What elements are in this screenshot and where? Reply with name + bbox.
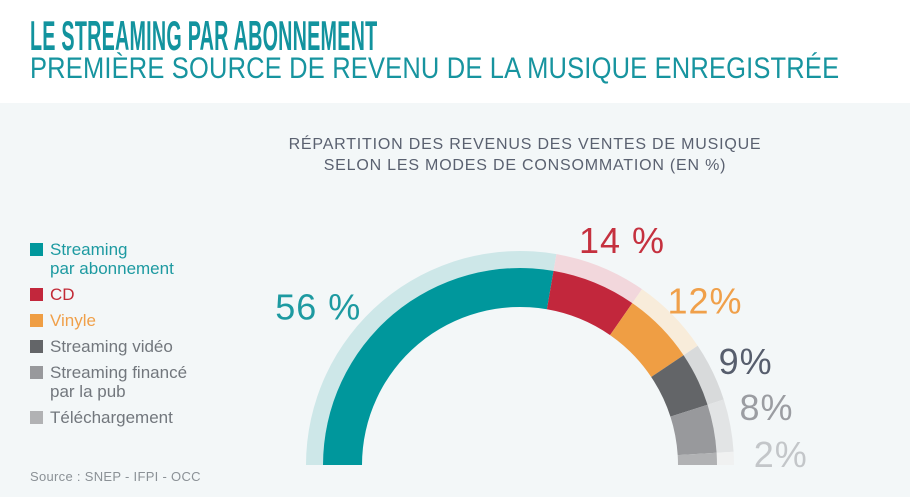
legend-label-line: par abonnement [50, 259, 174, 278]
legend-label-vinyle: Vinyle [50, 311, 96, 330]
chart-legend: Streaming par abonnement CD Vinyle Streaming… [30, 240, 187, 427]
legend-swatch-streaming-video [30, 340, 43, 353]
header: LE STREAMING PAR ABONNEMENT PREMIÈRE SOU… [0, 0, 910, 103]
legend-label-streaming-abonnement: Streaming par abonnement [50, 240, 174, 278]
legend-swatch-cd [30, 288, 43, 301]
page-title: LE STREAMING PAR ABONNEMENT [30, 12, 378, 59]
page-subtitle: PREMIÈRE SOURCE DE REVENU DE LA MUSIQUE … [30, 52, 840, 85]
legend-item-streaming-video: Streaming vidéo [30, 337, 187, 356]
legend-label-line: par la pub [50, 382, 126, 401]
legend-label-streaming-video: Streaming vidéo [50, 337, 173, 356]
legend-label-line: Streaming [50, 240, 128, 259]
chart-area: RÉPARTITION DES REVENUS DES VENTES DE MU… [0, 103, 910, 497]
source-note: Source : SNEP - IFPI - OCC [30, 469, 201, 484]
chart-title-line2: SELON LES MODES DE CONSOMMATION (EN %) [323, 157, 727, 174]
legend-swatch-telechargement [30, 411, 43, 424]
legend-label-streaming-pub: Streaming financé par la pub [50, 363, 187, 401]
legend-swatch-streaming-pub [30, 366, 43, 379]
legend-item-streaming-pub: Streaming financé par la pub [30, 363, 187, 401]
legend-item-streaming-abonnement: Streaming par abonnement [30, 240, 187, 278]
legend-swatch-vinyle [30, 314, 43, 327]
legend-label-cd: CD [50, 285, 75, 304]
legend-item-vinyle: Vinyle [30, 311, 187, 330]
legend-item-cd: CD [30, 285, 187, 304]
legend-label-line: Streaming financé [50, 363, 188, 382]
chart-title-line1: RÉPARTITION DES REVENUS DES VENTES DE MU… [288, 136, 762, 153]
legend-label-line: Téléchargement [50, 408, 173, 427]
legend-label-line: CD [50, 285, 75, 304]
legend-label-line: Streaming vidéo [50, 337, 173, 356]
legend-label-telechargement: Téléchargement [50, 408, 173, 427]
legend-item-telechargement: Téléchargement [30, 408, 187, 427]
legend-swatch-streaming-abonnement [30, 243, 43, 256]
chart-title: RÉPARTITION DES REVENUS DES VENTES DE MU… [140, 134, 910, 176]
legend-label-line: Vinyle [50, 311, 96, 330]
